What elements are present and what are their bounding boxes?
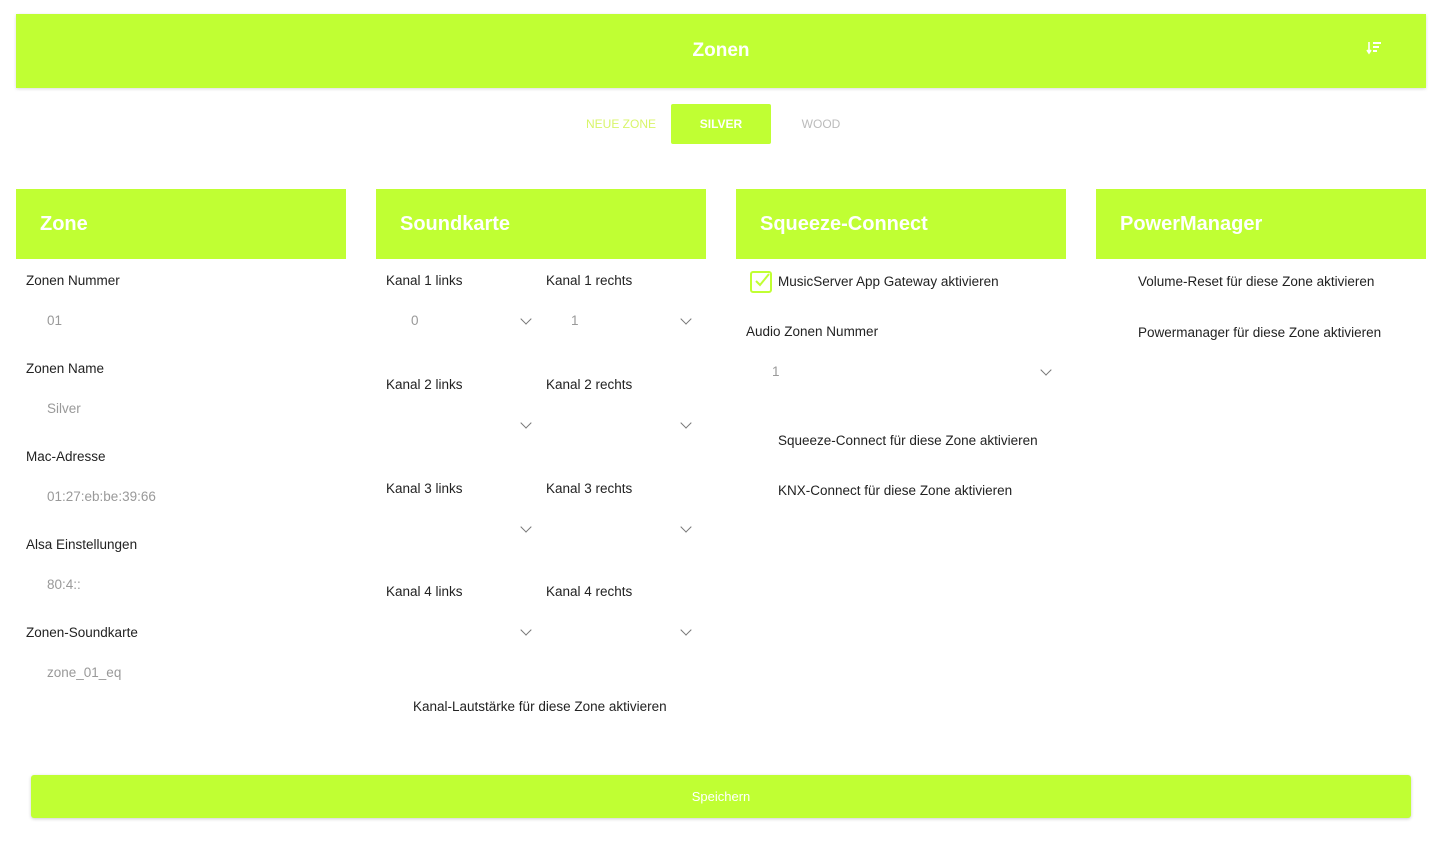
squeeze-connect-toggle[interactable]: Squeeze-Connect für diese Zone aktiviere…: [778, 433, 1038, 448]
chevron-down-icon: [680, 521, 692, 533]
squeeze-card: Squeeze-Connect: [736, 189, 1066, 259]
zone-name-input[interactable]: Silver: [47, 401, 81, 416]
powermanager-card: PowerManager: [1096, 189, 1426, 259]
header-bar: Zonen: [16, 14, 1426, 88]
check-icon: [755, 273, 770, 287]
powermanager-toggle[interactable]: Powermanager für diese Zone aktivieren: [1138, 325, 1382, 340]
alsa-label: Alsa Einstellungen: [26, 537, 138, 552]
chevron-down-icon: [1040, 364, 1052, 376]
powermanager-card-title: PowerManager: [1096, 189, 1426, 259]
knx-connect-toggle[interactable]: KNX-Connect für diese Zone aktivieren: [778, 483, 1013, 498]
zone-soundcard-input[interactable]: zone_01_eq: [47, 665, 122, 680]
soundkarte-card-title: Soundkarte: [376, 189, 706, 259]
soundkarte-card: Soundkarte: [376, 189, 706, 259]
zone-card: Zone: [16, 189, 346, 259]
channel-label: Kanal 4 rechts: [546, 584, 633, 599]
channel-label: Kanal 4 links: [386, 584, 463, 599]
zone-number-input[interactable]: 01: [47, 313, 63, 328]
tab-neue-zone[interactable]: NEUE ZONE: [585, 117, 656, 131]
zone-tabs: NEUE ZONE SILVER WOOD: [571, 104, 871, 144]
mac-address-label: Mac-Adresse: [26, 449, 106, 464]
save-button[interactable]: Speichern: [31, 775, 1411, 818]
volume-reset-toggle[interactable]: Volume-Reset für diese Zone aktivieren: [1138, 274, 1375, 289]
audio-zone-select[interactable]: 1: [772, 364, 780, 379]
sort-icon[interactable]: [1366, 40, 1382, 56]
chevron-down-icon: [680, 313, 692, 325]
channel-label: Kanal 3 links: [386, 481, 463, 496]
mac-address-input[interactable]: 01:27:eb:be:39:66: [47, 489, 156, 504]
chevron-down-icon: [520, 521, 532, 533]
channel-label: Kanal 1 links: [386, 273, 463, 288]
tab-wood[interactable]: WOOD: [801, 117, 841, 131]
tab-silver[interactable]: SILVER: [671, 104, 771, 144]
gateway-label: MusicServer App Gateway aktivieren: [778, 274, 999, 289]
channel-volume-toggle[interactable]: Kanal-Lautstärke für diese Zone aktivier…: [413, 699, 667, 714]
page-title: Zonen: [692, 40, 750, 61]
squeeze-card-title: Squeeze-Connect: [736, 189, 1066, 259]
zone-soundcard-label: Zonen-Soundkarte: [26, 625, 138, 640]
audio-zone-label: Audio Zonen Nummer: [746, 324, 879, 339]
channel-select[interactable]: 0: [411, 313, 419, 328]
zone-number-label: Zonen Nummer: [26, 273, 120, 288]
zone-name-label: Zonen Name: [26, 361, 105, 376]
chevron-down-icon: [680, 624, 692, 636]
channel-select[interactable]: 1: [571, 313, 579, 328]
chevron-down-icon: [680, 417, 692, 429]
channel-label: Kanal 1 rechts: [546, 273, 633, 288]
channel-label: Kanal 2 links: [386, 377, 463, 392]
chevron-down-icon: [520, 624, 532, 636]
channel-label: Kanal 3 rechts: [546, 481, 633, 496]
channel-label: Kanal 2 rechts: [546, 377, 633, 392]
gateway-checkbox[interactable]: [750, 271, 772, 293]
zone-card-title: Zone: [16, 189, 346, 259]
alsa-input[interactable]: 80:4::: [47, 577, 81, 592]
chevron-down-icon: [520, 313, 532, 325]
chevron-down-icon: [520, 417, 532, 429]
